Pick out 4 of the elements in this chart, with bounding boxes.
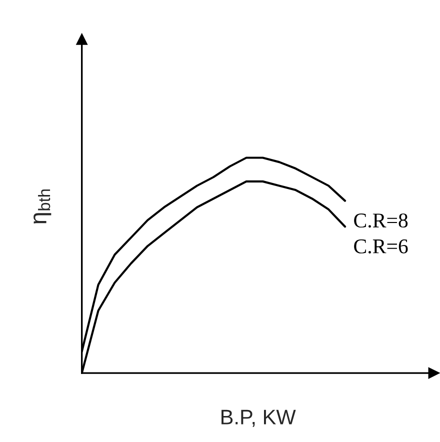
- x-axis-title: B.P, KW: [222, 410, 296, 427]
- series-label: C.R=8: [354, 213, 408, 228]
- y-axis-title: η$_{bth}$: [34, 189, 52, 224]
- series-label: C.R=6: [354, 239, 408, 254]
